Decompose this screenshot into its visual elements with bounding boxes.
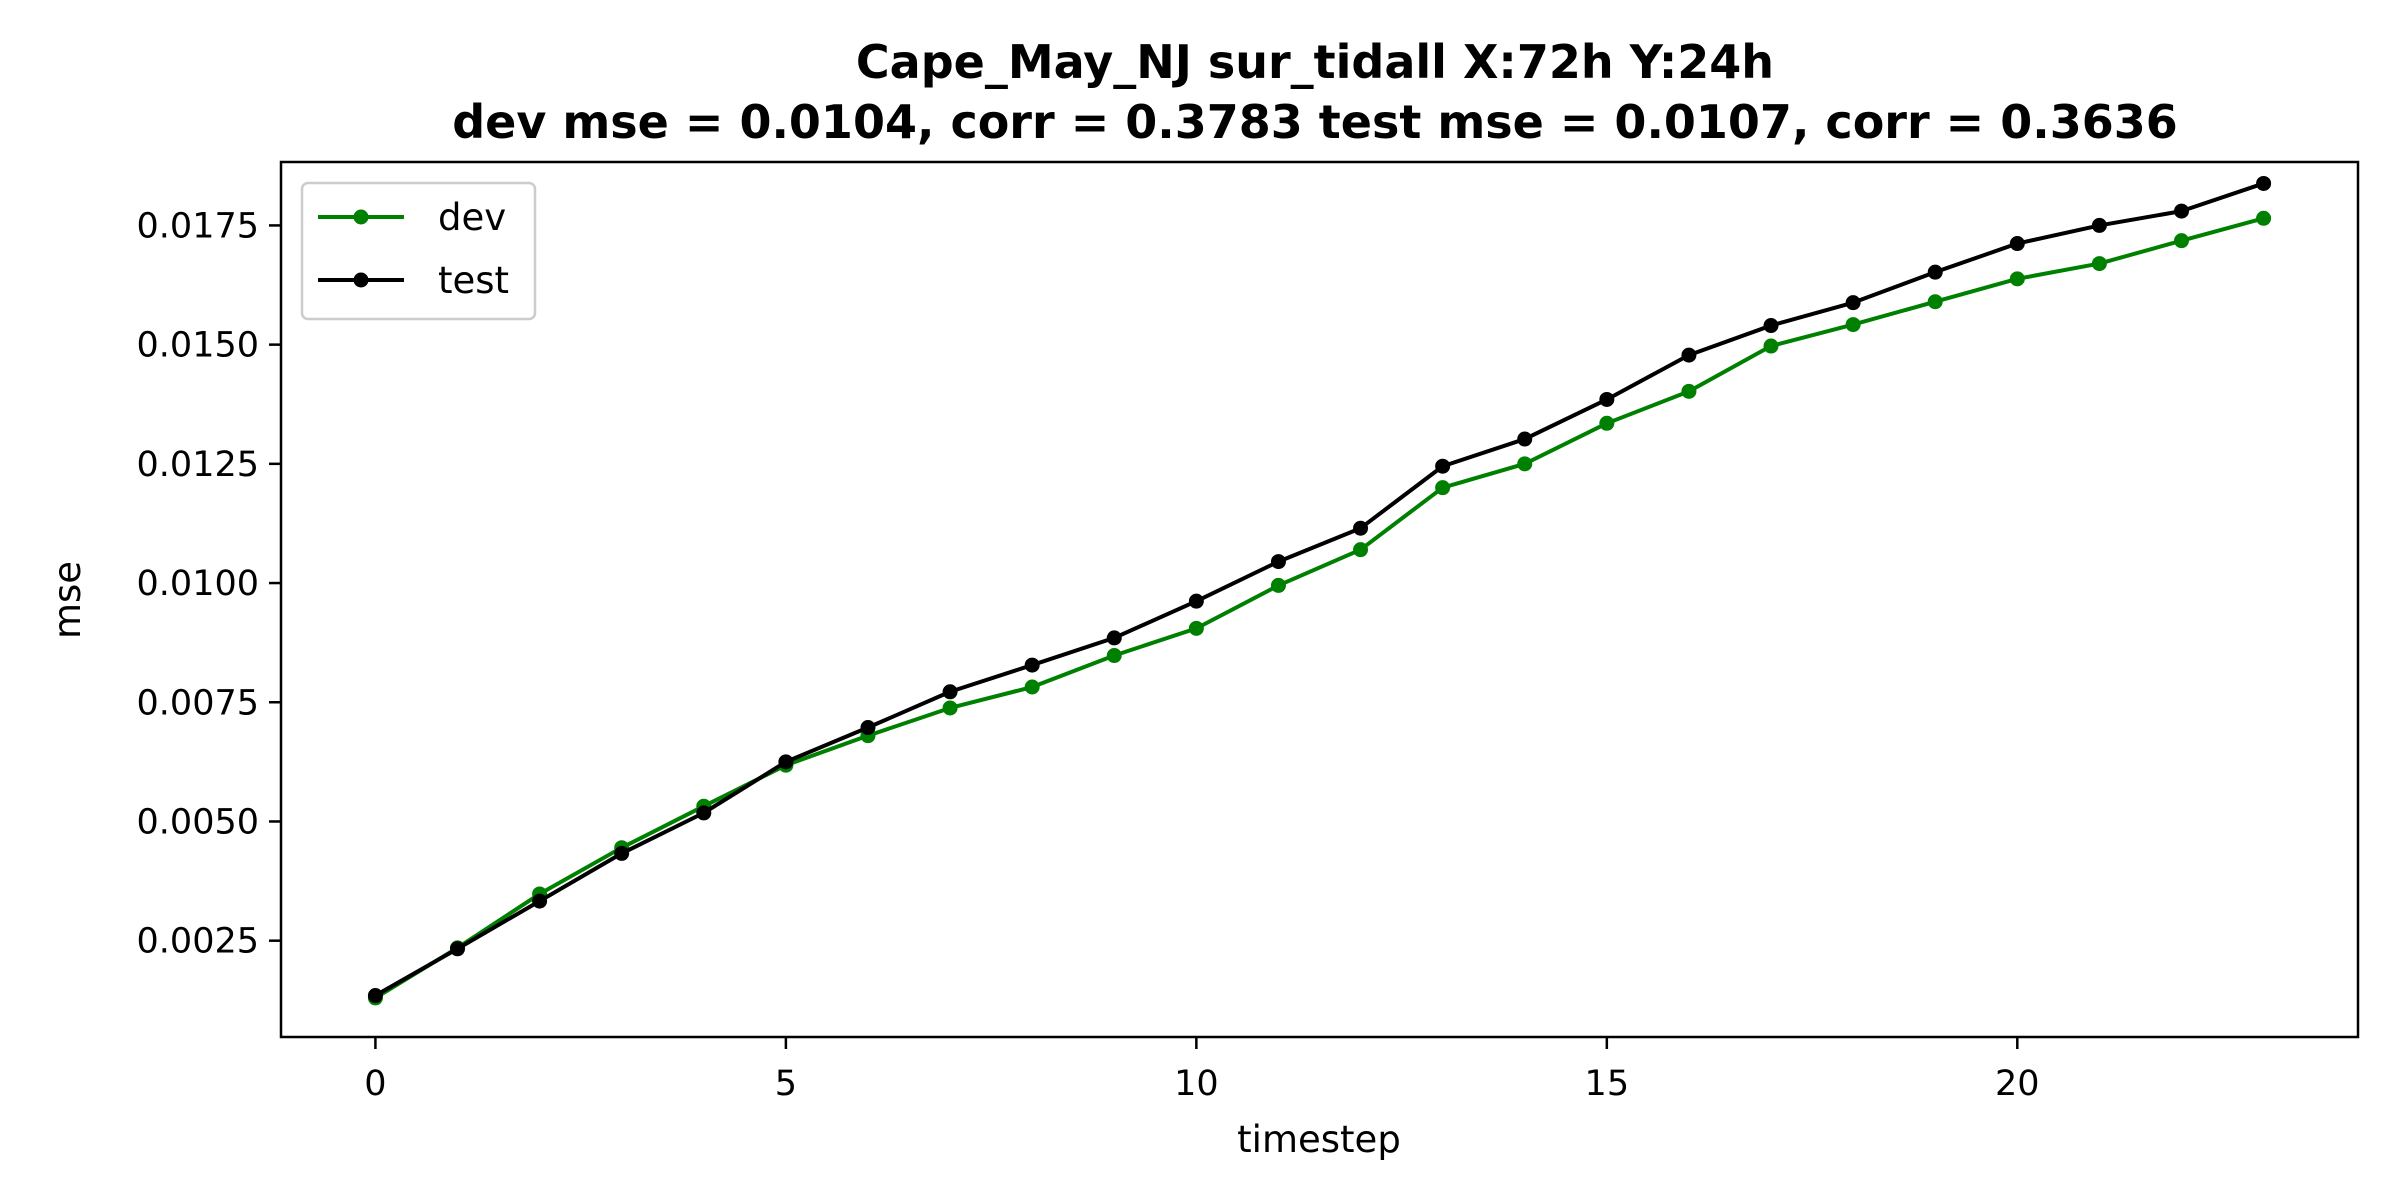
legend-label-test: test [438,259,509,302]
data-point-test [1188,593,1204,609]
data-point-test [860,720,876,736]
series-dev [367,210,2272,1006]
data-point-dev [1763,338,1779,354]
data-point-test [1435,458,1451,474]
data-point-test [1681,347,1697,363]
x-tick-label: 15 [1585,1064,1630,1104]
legend: dev test [300,181,537,321]
data-point-test [1353,520,1369,536]
data-point-dev [1927,294,1943,310]
data-point-dev [2256,210,2272,226]
series-layer [367,175,2272,1006]
data-point-dev [1270,577,1286,593]
data-point-dev [1845,317,1861,333]
chart-title-line2: dev mse = 0.0104, corr = 0.3783 test mse… [452,95,2178,149]
data-point-dev [2091,256,2107,272]
data-point-test [1024,657,1040,673]
y-tick-label: 0.0150 [137,326,259,366]
data-point-test [450,941,466,957]
data-point-test [696,805,712,821]
chart-title-line1: Cape_May_NJ sur_tidall X:72h Y:24h [856,35,1774,89]
data-point-test [614,845,630,861]
legend-marker-test [353,272,369,288]
data-point-dev [2173,233,2189,249]
x-tick-label: 5 [775,1064,797,1104]
plot-frame [279,160,2360,1039]
data-point-dev [1517,456,1533,472]
data-point-dev [2009,271,2025,287]
data-point-dev [1681,383,1697,399]
series-line-dev [374,216,2265,1000]
y-tick-label: 0.0075 [137,683,259,723]
data-point-test [2256,175,2272,191]
data-point-test [532,893,548,909]
data-point-dev [942,700,958,716]
data-point-test [778,754,794,770]
y-tick-label: 0.0100 [137,564,259,604]
data-point-test [1927,264,1943,280]
data-point-test [2173,203,2189,219]
data-point-dev [1024,679,1040,695]
data-point-dev [1353,542,1369,558]
data-point-test [367,988,383,1004]
legend-marker-dev [353,209,369,225]
x-tick-label: 10 [1174,1064,1219,1104]
y-tick-label: 0.0125 [137,445,259,485]
data-point-dev [1599,415,1615,431]
y-axis-label: mse [46,561,89,639]
data-point-test [942,684,958,700]
data-point-dev [1106,648,1122,664]
data-point-test [1763,318,1779,334]
data-point-test [1845,295,1861,311]
y-tick-label: 0.0050 [137,802,259,842]
data-point-test [1270,554,1286,570]
data-point-test [1106,630,1122,646]
ticks-layer: 0 5 10 15 20 0.0025 0.0050 0.0075 0.0100 0.0125 0.… [137,206,2040,1104]
x-tick-label: 20 [1995,1064,2040,1104]
data-point-test [2009,236,2025,252]
data-point-dev [1435,480,1451,496]
legend-label-dev: dev [438,196,506,239]
data-point-test [1599,391,1615,407]
x-tick-label: 0 [364,1064,386,1104]
y-tick-label: 0.0025 [137,922,259,962]
data-point-test [2091,217,2107,233]
y-tick-label: 0.0175 [137,206,259,246]
data-point-test [1517,431,1533,447]
x-axis-label: timestep [1237,1118,1401,1161]
series-test [367,175,2272,1004]
series-line-test [374,181,2265,998]
data-point-dev [1188,620,1204,636]
